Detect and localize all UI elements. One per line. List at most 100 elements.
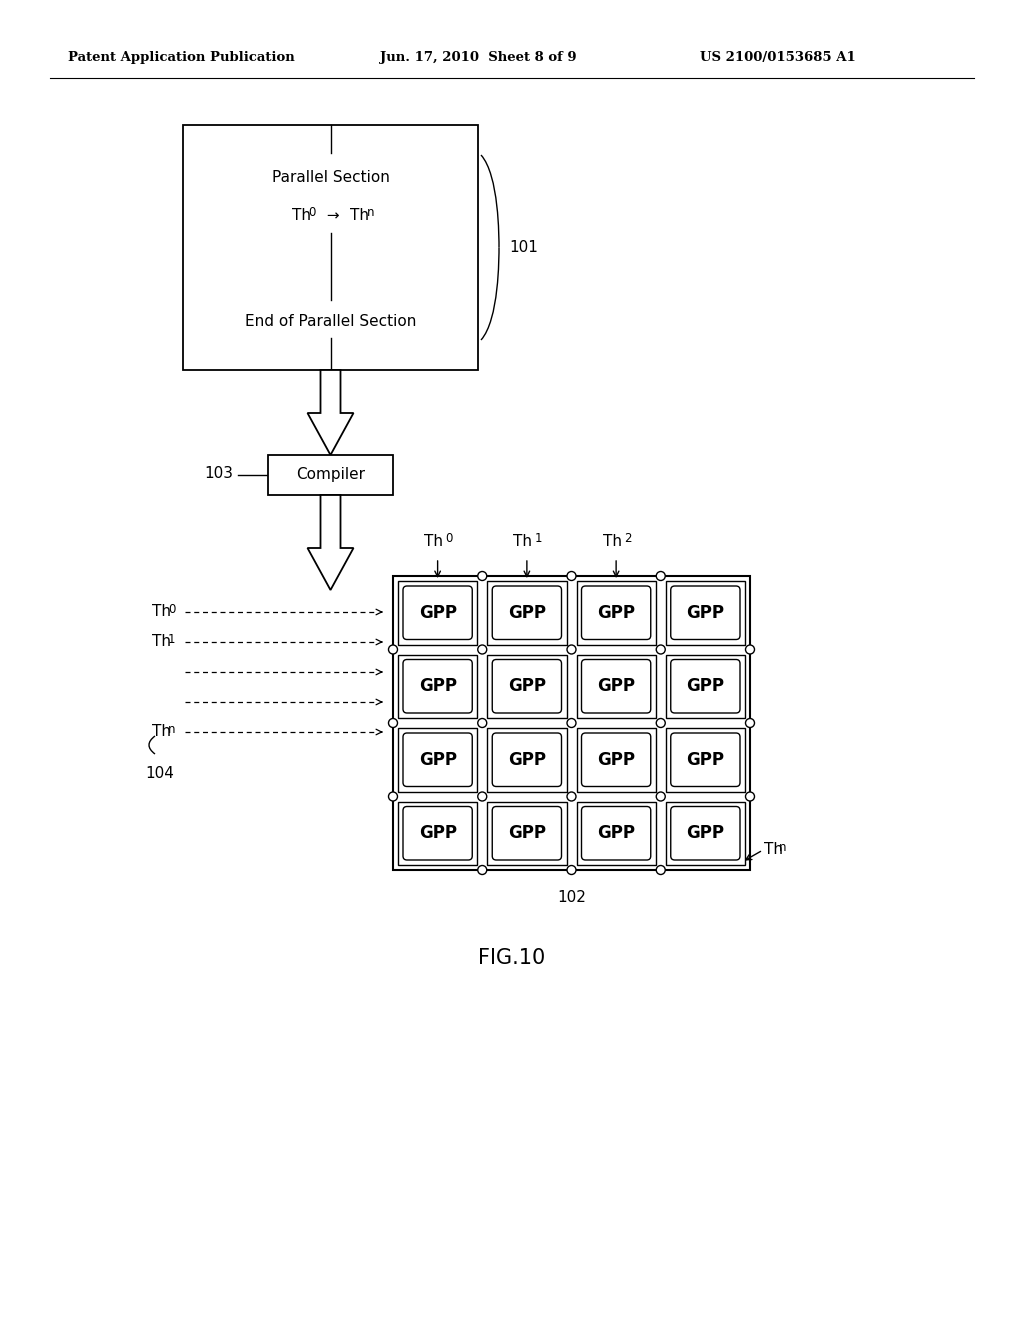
Text: 0: 0 bbox=[308, 206, 315, 219]
Bar bbox=[577, 655, 655, 718]
Circle shape bbox=[388, 792, 397, 801]
Bar bbox=[398, 581, 477, 644]
Text: GPP: GPP bbox=[597, 677, 635, 696]
Circle shape bbox=[567, 718, 575, 727]
Text: GPP: GPP bbox=[419, 751, 457, 768]
Circle shape bbox=[567, 792, 575, 801]
Circle shape bbox=[478, 792, 486, 801]
FancyBboxPatch shape bbox=[493, 586, 561, 639]
FancyBboxPatch shape bbox=[671, 660, 740, 713]
Text: 0: 0 bbox=[168, 603, 175, 616]
FancyBboxPatch shape bbox=[582, 660, 650, 713]
FancyBboxPatch shape bbox=[403, 660, 472, 713]
Bar bbox=[577, 581, 655, 644]
Text: Compiler: Compiler bbox=[296, 467, 365, 483]
Text: Th: Th bbox=[293, 207, 311, 223]
Bar bbox=[577, 729, 655, 792]
FancyBboxPatch shape bbox=[582, 586, 650, 639]
Text: Th: Th bbox=[424, 533, 443, 549]
FancyBboxPatch shape bbox=[493, 807, 561, 861]
Bar bbox=[183, 125, 478, 370]
Text: GPP: GPP bbox=[508, 677, 546, 696]
Text: 2: 2 bbox=[624, 532, 632, 545]
FancyBboxPatch shape bbox=[493, 660, 561, 713]
Text: GPP: GPP bbox=[419, 824, 457, 842]
Text: 102: 102 bbox=[557, 891, 586, 906]
Bar bbox=[666, 655, 745, 718]
Bar bbox=[577, 801, 655, 865]
FancyBboxPatch shape bbox=[582, 733, 650, 787]
Text: GPP: GPP bbox=[597, 751, 635, 768]
FancyBboxPatch shape bbox=[671, 807, 740, 861]
Text: Th: Th bbox=[152, 605, 171, 619]
Bar bbox=[393, 576, 750, 870]
Bar bbox=[487, 801, 566, 865]
Bar bbox=[398, 655, 477, 718]
Text: Th: Th bbox=[350, 207, 370, 223]
Text: GPP: GPP bbox=[508, 824, 546, 842]
Text: Th: Th bbox=[152, 725, 171, 739]
Circle shape bbox=[388, 645, 397, 653]
Circle shape bbox=[745, 645, 755, 653]
Circle shape bbox=[478, 572, 486, 581]
Bar bbox=[268, 455, 393, 495]
Text: GPP: GPP bbox=[419, 677, 457, 696]
Circle shape bbox=[567, 645, 575, 653]
Circle shape bbox=[745, 792, 755, 801]
Bar bbox=[666, 581, 745, 644]
Text: End of Parallel Section: End of Parallel Section bbox=[245, 314, 416, 329]
Text: 1: 1 bbox=[168, 634, 175, 645]
Circle shape bbox=[656, 792, 666, 801]
Text: Parallel Section: Parallel Section bbox=[271, 169, 389, 185]
Text: Th: Th bbox=[603, 533, 622, 549]
FancyBboxPatch shape bbox=[403, 586, 472, 639]
Text: US 2100/0153685 A1: US 2100/0153685 A1 bbox=[700, 51, 856, 65]
Text: GPP: GPP bbox=[686, 751, 724, 768]
Text: n: n bbox=[367, 206, 374, 219]
Text: Th: Th bbox=[513, 533, 532, 549]
Bar bbox=[487, 729, 566, 792]
Text: FIG.10: FIG.10 bbox=[478, 948, 546, 968]
Bar bbox=[666, 801, 745, 865]
Text: n: n bbox=[168, 723, 175, 737]
Text: GPP: GPP bbox=[419, 603, 457, 622]
Text: GPP: GPP bbox=[597, 603, 635, 622]
FancyBboxPatch shape bbox=[671, 586, 740, 639]
Circle shape bbox=[567, 866, 575, 874]
Circle shape bbox=[656, 866, 666, 874]
Text: GPP: GPP bbox=[597, 824, 635, 842]
Text: →: → bbox=[323, 207, 345, 223]
Text: GPP: GPP bbox=[686, 824, 724, 842]
FancyBboxPatch shape bbox=[582, 807, 650, 861]
Text: 0: 0 bbox=[445, 532, 453, 545]
PathPatch shape bbox=[307, 495, 353, 590]
Bar bbox=[666, 729, 745, 792]
Text: Th: Th bbox=[152, 635, 171, 649]
Circle shape bbox=[567, 572, 575, 581]
Text: GPP: GPP bbox=[508, 751, 546, 768]
Text: Patent Application Publication: Patent Application Publication bbox=[68, 51, 295, 65]
Text: 1: 1 bbox=[535, 532, 543, 545]
Circle shape bbox=[478, 866, 486, 874]
Circle shape bbox=[478, 645, 486, 653]
Circle shape bbox=[656, 572, 666, 581]
FancyBboxPatch shape bbox=[671, 733, 740, 787]
PathPatch shape bbox=[307, 370, 353, 455]
Bar bbox=[487, 655, 566, 718]
Text: 103: 103 bbox=[204, 466, 233, 480]
Circle shape bbox=[656, 645, 666, 653]
Text: 101: 101 bbox=[509, 240, 538, 255]
Text: GPP: GPP bbox=[508, 603, 546, 622]
Text: 104: 104 bbox=[145, 766, 174, 781]
Circle shape bbox=[656, 718, 666, 727]
Bar bbox=[487, 581, 566, 644]
FancyBboxPatch shape bbox=[403, 807, 472, 861]
Bar bbox=[398, 729, 477, 792]
FancyBboxPatch shape bbox=[403, 733, 472, 787]
Circle shape bbox=[745, 718, 755, 727]
Text: GPP: GPP bbox=[686, 603, 724, 622]
FancyBboxPatch shape bbox=[493, 733, 561, 787]
Text: GPP: GPP bbox=[686, 677, 724, 696]
Text: Jun. 17, 2010  Sheet 8 of 9: Jun. 17, 2010 Sheet 8 of 9 bbox=[380, 51, 577, 65]
Bar bbox=[398, 801, 477, 865]
